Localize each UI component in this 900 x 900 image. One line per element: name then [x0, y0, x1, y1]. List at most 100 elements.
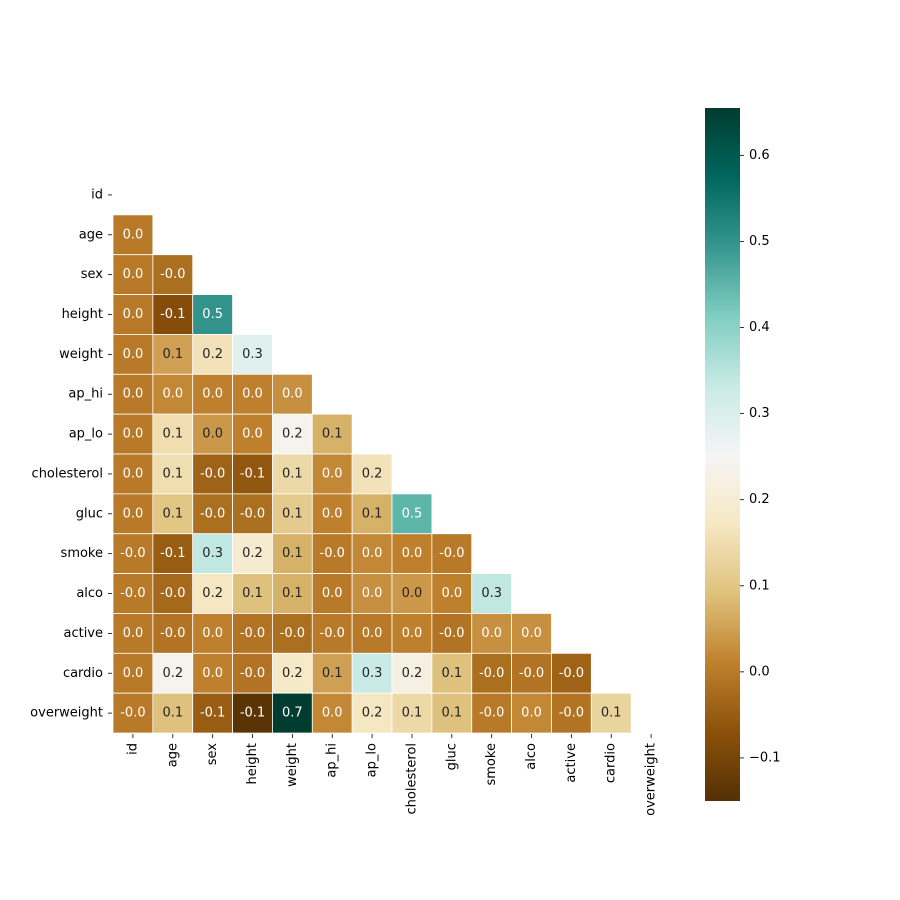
cell-label-active-gluc: -0.0 — [439, 626, 464, 641]
cell-cardio-id — [112, 652, 154, 694]
y-tick-label-id: id — [91, 187, 103, 202]
cell-cardio-smoke — [471, 652, 512, 694]
cell-label-alco-cholesterol: 0.0 — [402, 586, 423, 601]
cell-ap_hi-age — [152, 373, 194, 415]
cell-alco-age — [152, 573, 194, 614]
cell-label-ap_lo-id: 0.0 — [123, 427, 144, 442]
x-tick-label-age: age — [165, 743, 180, 767]
cell-label-cardio-sex: 0.0 — [202, 666, 223, 681]
x-tick-label-alco: alco — [524, 743, 539, 770]
x-tick-label-weight: weight — [285, 743, 300, 787]
cell-smoke-gluc — [431, 533, 473, 574]
cell-height-sex — [192, 294, 233, 335]
cell-label-sex-id: 0.0 — [123, 267, 144, 282]
cell-active-alco — [511, 613, 552, 654]
colorbar: −0.1 0.0 0.1 0.2 0.3 0.4 0.5 0.6 — [705, 108, 781, 801]
cell-label-ap_hi-height: 0.0 — [242, 387, 263, 402]
cell-smoke-ap_hi — [311, 533, 353, 574]
cell-overweight-id — [112, 692, 154, 734]
cell-label-cardio-id: 0.0 — [123, 666, 144, 681]
cell-label-active-id: 0.0 — [123, 626, 144, 641]
x-tick-label-overweight: overweight — [644, 743, 659, 816]
cell-overweight-ap_lo — [351, 692, 393, 734]
cell-label-cholesterol-height: -0.1 — [240, 466, 265, 481]
cell-label-overweight-height: -0.1 — [240, 706, 265, 721]
colorbar-tick-label-5: 0.4 — [749, 320, 770, 335]
cell-label-alco-age: -0.0 — [160, 586, 185, 601]
cell-label-cholesterol-sex: -0.0 — [200, 466, 225, 481]
cell-label-weight-height: 0.3 — [242, 347, 263, 362]
colorbar-tick-label-7: 0.6 — [749, 148, 770, 163]
cell-cardio-gluc — [431, 652, 473, 694]
cell-label-overweight-weight: 0.7 — [282, 706, 303, 721]
cell-cholesterol-ap_lo — [351, 453, 393, 495]
cell-label-gluc-weight: 0.1 — [282, 506, 303, 521]
cell-label-cardio-active: -0.0 — [559, 666, 584, 681]
cell-smoke-sex — [192, 533, 233, 574]
cell-cholesterol-ap_hi — [311, 453, 353, 495]
cell-sex-age — [152, 254, 194, 295]
cell-label-age-id: 0.0 — [123, 227, 144, 242]
cell-cholesterol-id — [112, 453, 154, 495]
cell-ap_lo-id — [112, 413, 154, 455]
cell-label-overweight-id: -0.0 — [120, 706, 145, 721]
y-tick-label-sex: sex — [81, 267, 104, 282]
x-tick-label-sex: sex — [205, 743, 220, 766]
cell-label-smoke-id: -0.0 — [120, 546, 145, 561]
cell-label-cardio-gluc: 0.1 — [441, 666, 462, 681]
cell-label-active-weight: -0.0 — [280, 626, 305, 641]
cell-label-cholesterol-ap_hi: 0.0 — [322, 466, 343, 481]
y-tick-label-gluc: gluc — [76, 506, 103, 521]
cell-label-smoke-gluc: -0.0 — [439, 546, 464, 561]
heatmap-cells — [112, 214, 632, 734]
cell-gluc-id — [112, 493, 154, 535]
cell-label-smoke-age: -0.1 — [160, 546, 185, 561]
x-tick-label-height: height — [245, 743, 260, 784]
cell-label-cholesterol-weight: 0.1 — [282, 466, 303, 481]
colorbar-tick-label-0: −0.1 — [749, 750, 781, 765]
cell-label-alco-sex: 0.2 — [202, 586, 223, 601]
cell-label-gluc-age: 0.1 — [162, 506, 183, 521]
cell-label-overweight-alco: 0.0 — [521, 706, 542, 721]
cell-label-weight-id: 0.0 — [123, 347, 144, 362]
y-tick-label-cardio: cardio — [63, 666, 103, 681]
x-axis: id age sex height weight ap_hi ap_lo cholestero… — [125, 734, 659, 816]
cell-sex-id — [112, 254, 154, 295]
cell-gluc-sex — [192, 493, 233, 535]
colorbar-bar — [705, 108, 740, 801]
cell-alco-weight — [272, 573, 313, 614]
cell-label-height-age: -0.1 — [160, 307, 185, 322]
x-tick-label-cardio: cardio — [604, 743, 619, 783]
cell-ap_lo-weight — [272, 413, 313, 455]
cell-label-overweight-cholesterol: 0.1 — [402, 706, 423, 721]
cell-overweight-cholesterol — [391, 692, 433, 734]
cell-label-alco-gluc: 0.0 — [441, 586, 462, 601]
cell-label-smoke-weight: 0.1 — [282, 546, 303, 561]
y-tick-label-smoke: smoke — [61, 546, 103, 561]
cell-label-cholesterol-age: 0.1 — [162, 466, 183, 481]
x-tick-label-id: id — [125, 743, 140, 755]
cell-active-id — [112, 613, 154, 654]
cell-cardio-cholesterol — [391, 652, 433, 694]
colorbar-tick-label-6: 0.5 — [749, 234, 770, 249]
cell-age-id — [112, 214, 154, 256]
cell-label-active-smoke: 0.0 — [481, 626, 502, 641]
cell-cardio-alco — [511, 652, 552, 694]
cell-label-overweight-age: 0.1 — [162, 706, 183, 721]
cell-label-cardio-weight: 0.2 — [282, 666, 303, 681]
cell-alco-cholesterol — [391, 573, 433, 614]
cell-label-active-sex: 0.0 — [202, 626, 223, 641]
colorbar-ticks: −0.1 0.0 0.1 0.2 0.3 0.4 0.5 0.6 — [740, 148, 781, 765]
cell-active-gluc — [431, 613, 473, 654]
cell-label-overweight-ap_lo: 0.2 — [362, 706, 383, 721]
cell-label-ap_hi-weight: 0.0 — [282, 387, 303, 402]
cell-label-overweight-smoke: -0.0 — [479, 706, 504, 721]
cell-label-ap_lo-age: 0.1 — [162, 427, 183, 442]
cell-smoke-height — [232, 533, 273, 574]
cell-label-alco-smoke: 0.3 — [481, 586, 502, 601]
cell-label-alco-ap_hi: 0.0 — [322, 586, 343, 601]
cell-label-height-id: 0.0 — [123, 307, 144, 322]
x-tick-label-ap_hi: ap_hi — [325, 743, 340, 778]
cell-ap_lo-height — [232, 413, 273, 455]
